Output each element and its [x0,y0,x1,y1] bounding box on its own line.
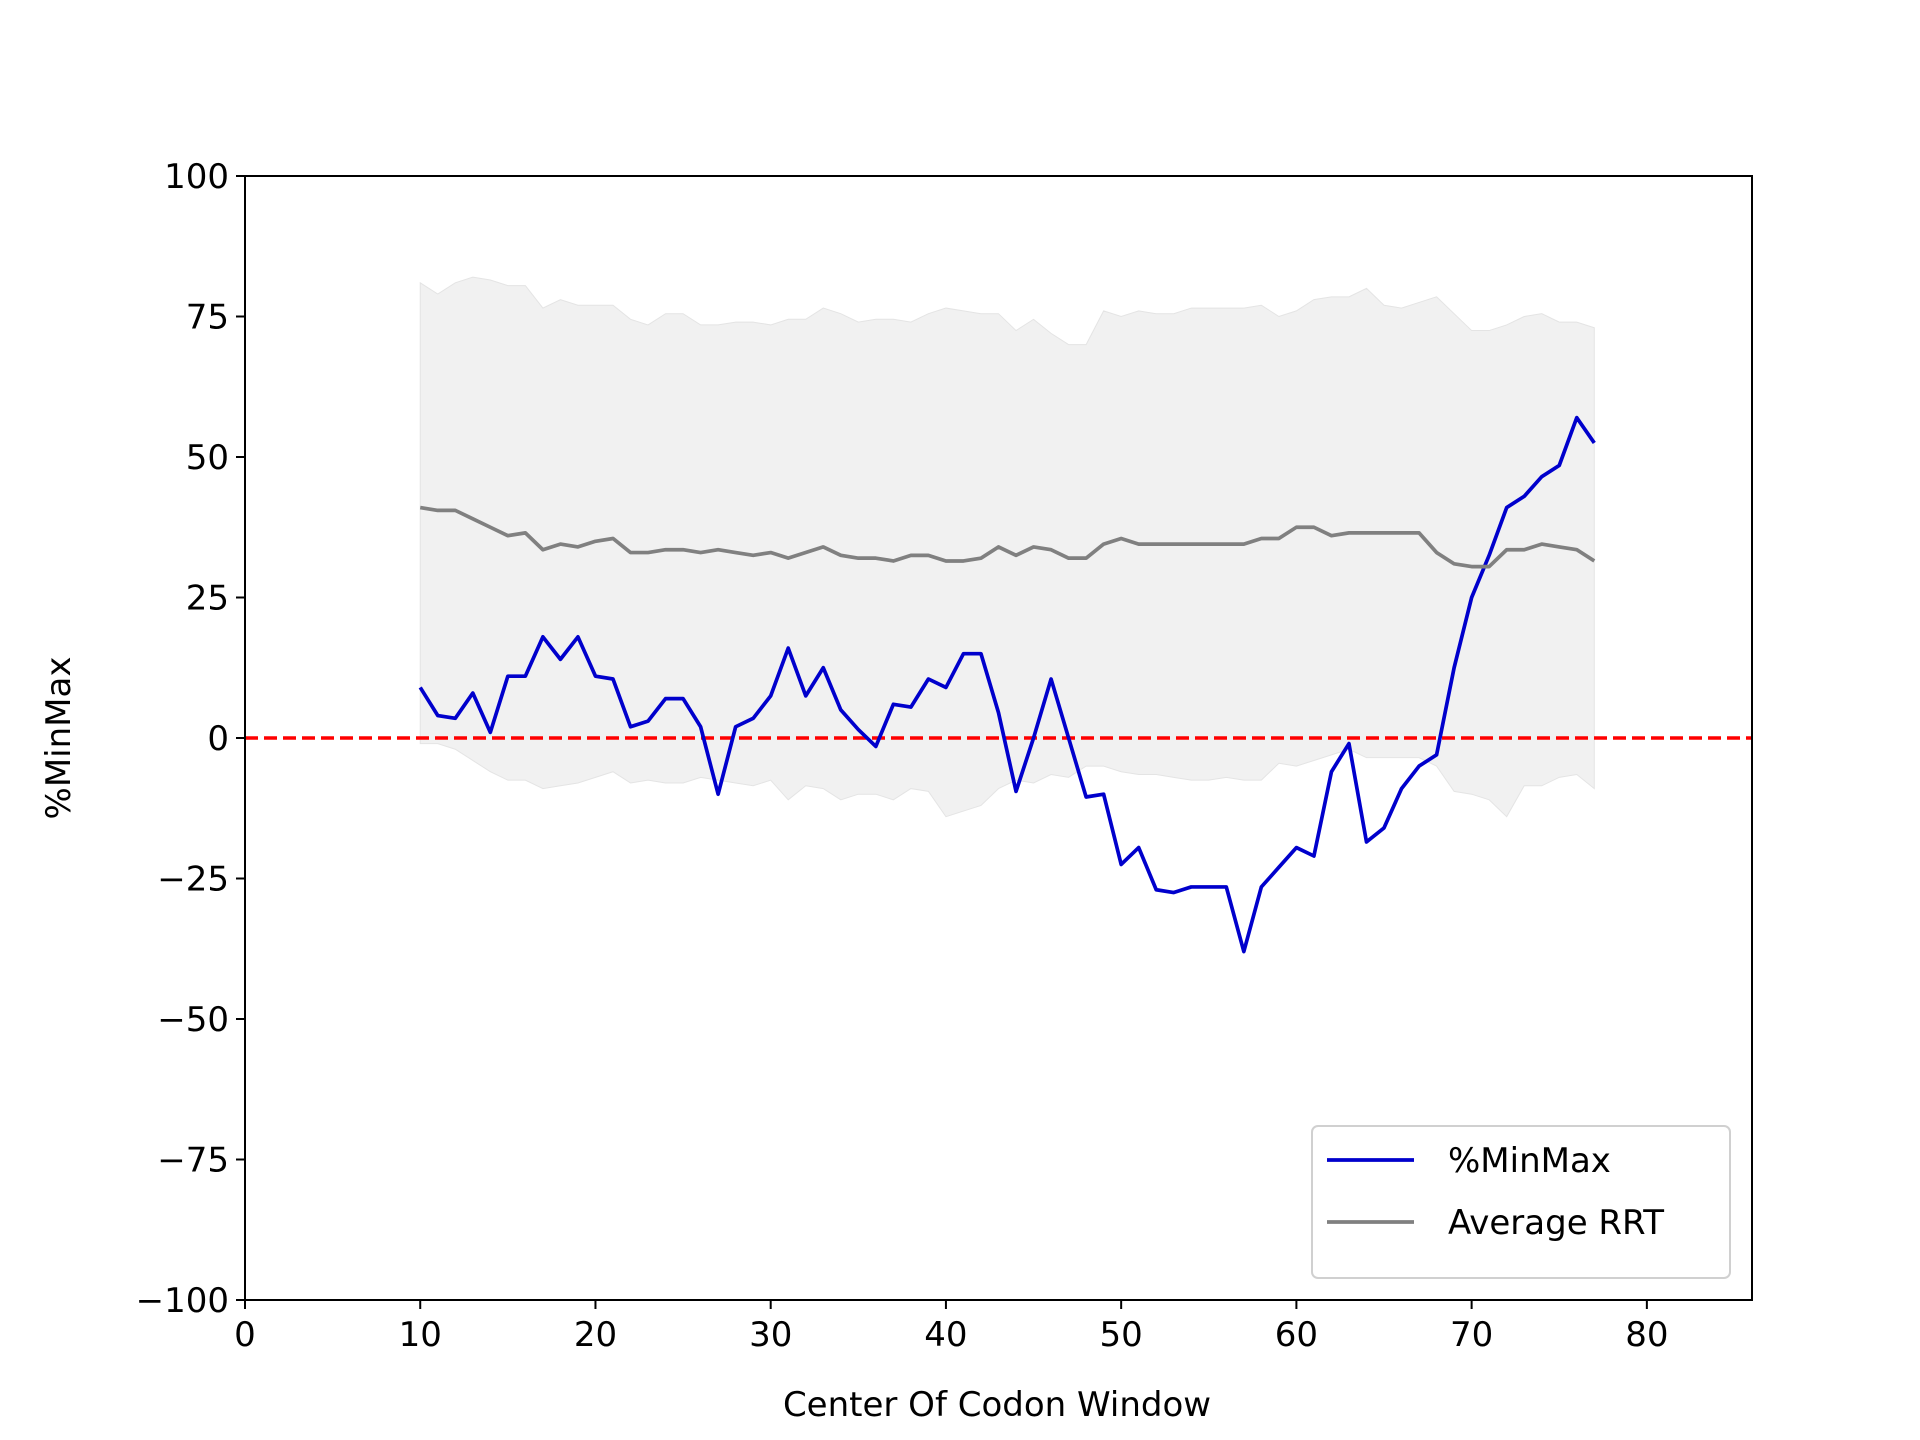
x-tick-label: 80 [1625,1315,1668,1355]
x-tick-label: 20 [574,1315,617,1355]
legend-box [1311,1125,1731,1279]
y-tick-label: −25 [157,860,229,900]
range-band [419,276,1595,818]
y-tick-label: 50 [186,438,229,478]
y-tick-label: −75 [157,1141,229,1181]
x-tick-label: 50 [1100,1315,1143,1355]
y-tick-label: 0 [207,719,229,759]
legend-label: Average RRT [1448,1203,1664,1243]
y-tick-label: 25 [186,579,229,619]
x-tick-label: 10 [399,1315,442,1355]
y-tick-label: −100 [136,1281,229,1321]
data-line [418,415,1596,954]
x-tick-label: 30 [749,1315,792,1355]
y-tick-label: 100 [164,157,229,197]
x-axis-label: Center Of Codon Window [783,1385,1211,1425]
y-tick-label: 75 [186,298,229,338]
x-tick-label: 40 [924,1315,967,1355]
x-tick-label: 70 [1450,1315,1493,1355]
legend-label: %MinMax [1448,1141,1611,1181]
x-tick-label: 60 [1275,1315,1318,1355]
y-tick-label: −50 [157,1000,229,1040]
data-line [419,505,1596,569]
y-axis-label: %MinMax [39,657,79,820]
x-tick-label: 0 [234,1315,256,1355]
